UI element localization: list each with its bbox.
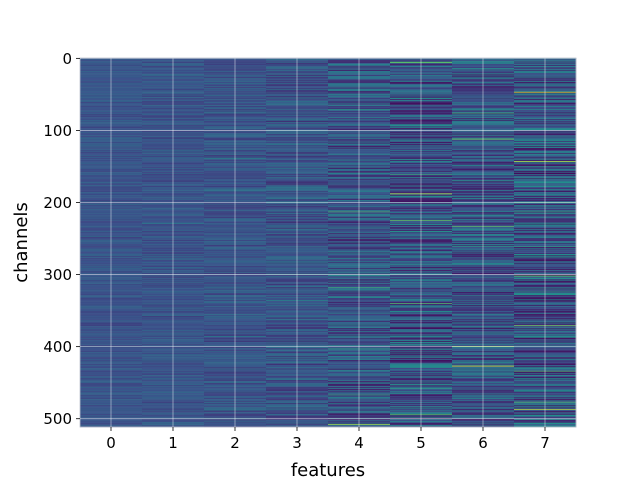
y-axis-label: channels <box>11 202 32 283</box>
axis-ticks: 0 1 2 3 4 5 6 7 0 100 200 300 400 500 <box>43 50 549 452</box>
y-tick-label: 0 <box>62 50 72 68</box>
y-tick-label: 200 <box>43 194 72 212</box>
x-tick-label: 4 <box>354 434 364 452</box>
x-tick-label: 7 <box>540 434 550 452</box>
y-tick-label: 300 <box>43 266 72 284</box>
x-tick-label: 6 <box>478 434 488 452</box>
x-tick-label: 5 <box>416 434 426 452</box>
x-tick-label: 1 <box>168 434 178 452</box>
y-tick-label: 100 <box>43 122 72 140</box>
x-axis-label: features <box>291 460 365 480</box>
axes-frame <box>79 57 577 428</box>
x-tick-label: 0 <box>106 434 116 452</box>
grid-lines <box>80 57 576 427</box>
y-tick-label: 500 <box>43 410 72 428</box>
x-tick-label: 2 <box>230 434 240 452</box>
x-tick-label: 3 <box>292 434 302 452</box>
y-tick-label: 400 <box>43 338 72 356</box>
plot-area <box>80 58 577 428</box>
